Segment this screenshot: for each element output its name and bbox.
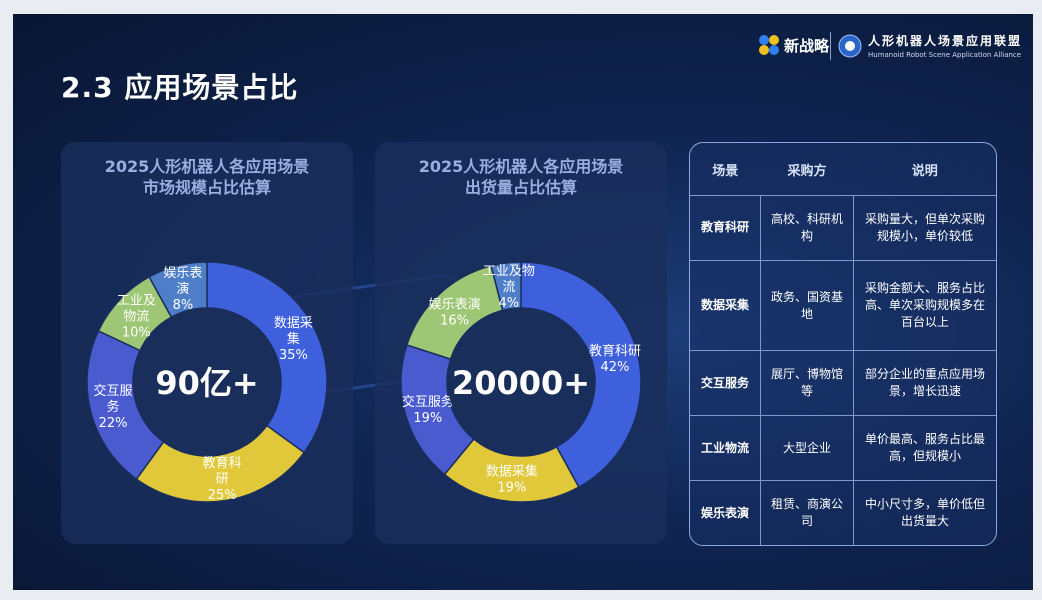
alliance-logo: 人形机器人场景应用联盟 Humanoid Robot Scene Applica… bbox=[838, 32, 1022, 59]
header-scene: 场景 bbox=[690, 143, 761, 196]
slice-label: 数据采集 19% bbox=[486, 464, 538, 496]
table-cell-description: 部分企业的重点应用场景，增长迅速 bbox=[853, 350, 996, 417]
header-description: 说明 bbox=[853, 143, 996, 196]
slice-label-line: 教育科研 bbox=[589, 343, 641, 359]
table-cell-scene: 教育科研 bbox=[690, 195, 761, 261]
table-cell-description: 采购量大，但单次采购规模小，单价较低 bbox=[853, 195, 996, 261]
table-cell-description: 单价最高、服务占比最高，但规模小 bbox=[853, 415, 996, 482]
slice-label-line: 娱乐表演 bbox=[429, 296, 481, 312]
chart-title: 2025人形机器人各应用场景 市场规模占比估算 bbox=[61, 156, 353, 198]
table-cell-buyer: 展厅、博物馆等 bbox=[760, 350, 854, 417]
table-row: 交互服务 展厅、博物馆等 部分企业的重点应用场景，增长迅速 bbox=[690, 350, 996, 417]
slice-percent: 35% bbox=[279, 348, 308, 363]
table-cell-description: 中小尺寸多，单价低但出货量大 bbox=[853, 480, 996, 545]
slide: 2.3 应用场景占比 新战略 人形机器人场景应用联盟 Humanoid Robo… bbox=[13, 14, 1033, 590]
slice-label: 交互服务 19% bbox=[402, 394, 454, 426]
table-cell-description: 采购金额大、服务占比高、单次采购规模多在百台以上 bbox=[853, 259, 996, 352]
table-cell-scene: 交互服务 bbox=[690, 350, 761, 417]
slice-percent: 4% bbox=[499, 296, 520, 311]
slice-label: 数据采集 35% bbox=[274, 316, 313, 363]
table-cell-buyer: 政务、国资基地 bbox=[760, 259, 854, 352]
chart-title-line-1: 2025人形机器人各应用场景 bbox=[104, 157, 310, 176]
slice-percent: 16% bbox=[440, 313, 469, 328]
slice-percent: 19% bbox=[413, 411, 442, 426]
slice-label-line: 研 bbox=[216, 472, 229, 487]
alliance-emblem-icon bbox=[838, 34, 862, 57]
donut-slice bbox=[490, 261, 522, 312]
slice-label-line: 务 bbox=[107, 399, 120, 415]
table-row: 工业物流 大型企业 单价最高、服务占比最高，但规模小 bbox=[690, 415, 996, 482]
slice-label: 教育科研 42% bbox=[589, 343, 641, 375]
table-cell-scene: 数据采集 bbox=[690, 259, 761, 352]
chart-title: 2025人形机器人各应用场景 出货量占比估算 bbox=[375, 156, 667, 198]
market-size-chart-panel: 2025人形机器人各应用场景 市场规模占比估算 数据采集 35% 教育科研 25% 交互… bbox=[61, 142, 353, 544]
slice-label-line: 物流 bbox=[123, 310, 149, 325]
alliance-name-en: Humanoid Robot Scene Application Allianc… bbox=[868, 51, 1022, 59]
header-buyer: 采购方 bbox=[760, 143, 854, 196]
donut-slice bbox=[206, 261, 328, 454]
slice-label: 娱乐表演 8% bbox=[163, 266, 202, 313]
donut-slice bbox=[520, 261, 642, 489]
slice-label-line: 数据采集 bbox=[486, 464, 538, 480]
logo-divider bbox=[830, 32, 831, 60]
scenario-table: 场景 采购方 说明 教育科研 高校、科研机构 采购量大，但单次采购规模小，单价较低数… bbox=[689, 142, 997, 546]
slice-percent: 19% bbox=[497, 481, 526, 496]
chart-title-line-1: 2025人形机器人各应用场景 bbox=[418, 157, 624, 176]
slice-label-line: 演 bbox=[176, 281, 189, 297]
table-row: 数据采集 政务、国资基地 采购金额大、服务占比高、单次采购规模多在百台以上 bbox=[690, 259, 996, 352]
table-cell-scene: 工业物流 bbox=[690, 415, 761, 482]
donut-slice bbox=[148, 261, 208, 319]
table-row: 教育科研 高校、科研机构 采购量大，但单次采购规模小，单价较低 bbox=[690, 195, 996, 261]
slice-label-line: 工业及物 bbox=[483, 264, 535, 279]
center-total-label: 90亿+ bbox=[155, 364, 258, 402]
donut-hole bbox=[448, 309, 594, 455]
slice-label-line: 交互服务 bbox=[402, 394, 454, 410]
shipment-donut-chart: 教育科研 42%数据采集 19%交互服务 19%娱乐表演 16%工业及物流 4%20000… bbox=[400, 261, 642, 503]
slice-label-line: 交互服 bbox=[94, 383, 133, 399]
slice-label-line: 工业及 bbox=[117, 294, 156, 309]
market-size-donut-chart: 数据采集 35%教育科研 25%交互服务 22%工业及物流 10%娱乐表演 8%90亿+ bbox=[86, 261, 328, 503]
alliance-name-cn: 人形机器人场景应用联盟 bbox=[868, 34, 1023, 48]
shipment-chart-panel: 2025人形机器人各应用场景 出货量占比估算 教育科研 42% 数据采集 19% 交互服… bbox=[375, 142, 667, 544]
table-row: 娱乐表演 租赁、商演公司 中小尺寸多，单价低但出货量大 bbox=[690, 480, 996, 545]
slice-label-line: 娱乐表 bbox=[163, 266, 202, 281]
slice-percent: 42% bbox=[600, 360, 629, 375]
chart-title-line-2: 出货量占比估算 bbox=[464, 178, 577, 197]
scenario-table-grid: 场景 采购方 说明 教育科研 高校、科研机构 采购量大，但单次采购规模小，单价较低数… bbox=[690, 143, 996, 545]
slice-label: 娱乐表演 16% bbox=[429, 296, 481, 328]
brand-name: 新战略 bbox=[784, 36, 830, 55]
table-cell-scene: 娱乐表演 bbox=[690, 480, 761, 545]
brand-logo-icon bbox=[759, 35, 779, 55]
slice-label-line: 集 bbox=[287, 331, 300, 347]
brand-logo: 新战略 bbox=[758, 34, 829, 56]
slice-label: 交互服务 22% bbox=[94, 383, 133, 431]
chart-title-line-2: 市场规模占比估算 bbox=[142, 178, 271, 197]
table-cell-buyer: 大型企业 bbox=[760, 415, 854, 482]
donut-hole bbox=[134, 309, 280, 455]
slice-label: 教育科研 25% bbox=[203, 455, 242, 503]
slice-label-line: 教育科 bbox=[203, 455, 242, 471]
table-cell-buyer: 高校、科研机构 bbox=[760, 195, 854, 261]
slice-label: 工业及物流 10% bbox=[117, 294, 156, 341]
center-total-label: 20000+ bbox=[452, 364, 590, 402]
slice-percent: 10% bbox=[122, 326, 151, 341]
table-cell-buyer: 租赁、商演公司 bbox=[760, 480, 854, 545]
slice-label-line: 数据采 bbox=[274, 316, 313, 331]
slice-percent: 22% bbox=[99, 416, 128, 431]
slice-label-line: 流 bbox=[502, 280, 515, 295]
page-title: 2.3 应用场景占比 bbox=[61, 71, 299, 104]
slice-label: 工业及物流 4% bbox=[483, 264, 535, 311]
table-header-row: 场景 采购方 说明 bbox=[690, 143, 996, 196]
slice-percent: 25% bbox=[208, 488, 237, 503]
slice-percent: 8% bbox=[173, 298, 194, 313]
